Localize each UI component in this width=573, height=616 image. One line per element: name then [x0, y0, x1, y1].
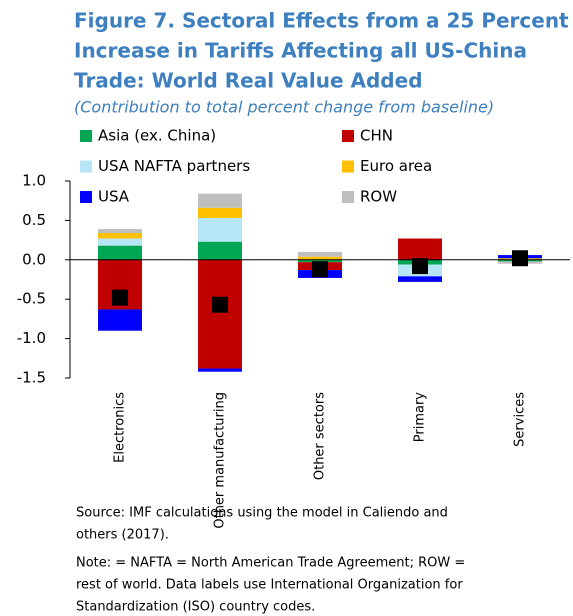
bar-segment: [298, 256, 342, 260]
legend-label: USA: [98, 188, 130, 206]
bar-segment: [98, 309, 142, 331]
bar-segment: [198, 218, 242, 242]
bar-segment: [98, 238, 142, 246]
x-tick-label: Other manufacturing: [213, 392, 228, 529]
y-tick-label: 1.0: [22, 172, 46, 190]
legend-label: USA NAFTA partners: [98, 157, 250, 175]
x-tick-label: Primary: [413, 392, 428, 443]
bar-segment: [98, 233, 142, 239]
legend-swatch: [80, 160, 92, 173]
total-marker: [412, 258, 428, 275]
note: Note: = NAFTA = North American Trade Agr…: [76, 556, 465, 571]
bar-segment: [298, 259, 342, 263]
legend-label: CHN: [360, 127, 393, 145]
legend-swatch: [342, 191, 354, 203]
bar-segment: [198, 259, 242, 369]
x-tick-label: Services: [513, 392, 528, 447]
y-tick-label: -1.5: [17, 369, 46, 387]
total-marker: [512, 250, 528, 267]
bar-segment: [198, 368, 242, 372]
legend-swatch: [342, 160, 354, 173]
x-tick-label: Other sectors: [313, 392, 328, 480]
bar-segment: [298, 251, 342, 257]
total-marker: [112, 289, 128, 306]
total-marker: [212, 296, 228, 313]
bar-segment: [198, 241, 242, 260]
note: Standardization (ISO) country codes.: [76, 600, 315, 615]
bar-segment: [198, 193, 242, 208]
bar-segment: [398, 238, 442, 260]
chart-title: Increase in Tariffs Affecting all US-Chi…: [74, 39, 527, 63]
chart-title: Trade: World Real Value Added: [74, 69, 423, 93]
note: rest of world. Data labels use Internati…: [76, 578, 463, 593]
legend-label: Asia (ex. China): [98, 127, 216, 145]
chart-subtitle: (Contribution to total percent change fr…: [74, 98, 494, 117]
bar-segment: [98, 245, 142, 260]
chart-title: Figure 7. Sectoral Effects from a 25 Per…: [74, 9, 569, 33]
legend-swatch: [342, 130, 354, 142]
y-tick-label: 0.5: [22, 211, 46, 229]
bar-segment: [198, 207, 242, 219]
bar-segment: [398, 276, 442, 282]
bar-segment: [98, 229, 142, 234]
total-marker: [312, 261, 328, 278]
y-tick-label: 0.0: [22, 250, 46, 268]
y-tick-label: -1.0: [17, 329, 46, 347]
x-tick-label: Electronics: [113, 392, 128, 463]
legend-label: ROW: [360, 188, 397, 206]
legend-swatch: [80, 191, 92, 203]
y-tick-label: -0.5: [17, 290, 46, 308]
source: others (2017).: [76, 528, 169, 543]
source: Source: IMF calculations using the model…: [76, 506, 448, 521]
legend-label: Euro area: [360, 157, 432, 175]
legend-swatch: [80, 130, 92, 142]
